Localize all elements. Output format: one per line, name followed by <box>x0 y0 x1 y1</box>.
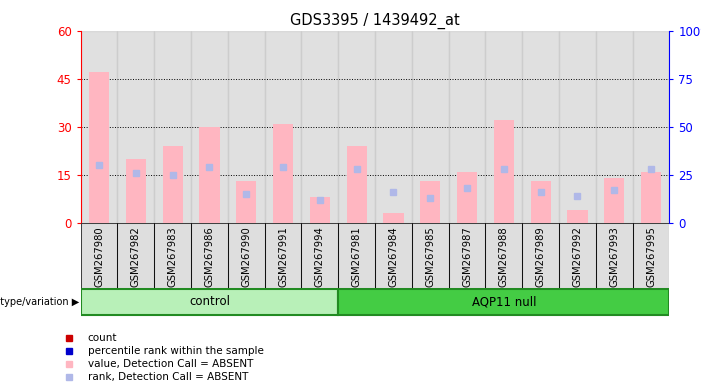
Bar <box>596 223 632 288</box>
Bar <box>449 223 485 288</box>
Bar <box>412 223 449 288</box>
Text: GSM267984: GSM267984 <box>388 226 398 286</box>
Bar <box>567 210 587 223</box>
Bar <box>457 172 477 223</box>
Text: GSM267994: GSM267994 <box>315 226 325 287</box>
Bar <box>265 223 301 288</box>
Text: GSM267980: GSM267980 <box>94 226 104 286</box>
Bar <box>449 31 485 223</box>
Bar <box>449 223 485 288</box>
Bar <box>236 181 257 223</box>
Bar <box>81 223 118 288</box>
Bar <box>596 31 632 223</box>
Bar <box>154 31 191 223</box>
Bar <box>81 289 338 315</box>
Bar <box>641 172 661 223</box>
Text: GSM267993: GSM267993 <box>609 226 619 287</box>
Bar <box>375 223 412 288</box>
Bar <box>154 223 191 288</box>
Bar <box>559 31 596 223</box>
Bar <box>81 223 118 288</box>
Text: GSM267982: GSM267982 <box>131 226 141 287</box>
Bar <box>632 223 669 288</box>
Bar <box>375 31 412 223</box>
Bar <box>265 31 301 223</box>
Title: GDS3395 / 1439492_at: GDS3395 / 1439492_at <box>290 13 460 29</box>
Text: GSM267987: GSM267987 <box>462 226 472 287</box>
Bar <box>338 31 375 223</box>
Bar <box>118 223 154 288</box>
Bar <box>494 120 514 223</box>
Bar <box>301 31 338 223</box>
Bar <box>191 223 228 288</box>
Text: percentile rank within the sample: percentile rank within the sample <box>88 346 264 356</box>
Bar <box>420 181 440 223</box>
Text: value, Detection Call = ABSENT: value, Detection Call = ABSENT <box>88 359 253 369</box>
Bar <box>522 31 559 223</box>
Text: GSM267995: GSM267995 <box>646 226 656 287</box>
Bar <box>485 31 522 223</box>
Bar <box>596 223 632 288</box>
Text: GSM267983: GSM267983 <box>168 226 177 286</box>
Bar <box>412 223 449 288</box>
Bar <box>412 31 449 223</box>
Text: GSM267990: GSM267990 <box>241 226 251 287</box>
Text: GSM267989: GSM267989 <box>536 226 545 287</box>
Bar <box>522 223 559 288</box>
Text: GSM267981: GSM267981 <box>352 226 362 287</box>
Text: GSM267991: GSM267991 <box>278 226 288 287</box>
Text: count: count <box>88 333 117 343</box>
Bar <box>375 223 412 288</box>
Text: GSM267988: GSM267988 <box>499 226 509 286</box>
Bar <box>89 72 109 223</box>
Text: control: control <box>189 295 230 308</box>
Bar <box>199 127 219 223</box>
Bar <box>632 31 669 223</box>
Bar <box>485 223 522 288</box>
Bar <box>301 223 338 288</box>
Bar <box>163 146 183 223</box>
Text: GSM267986: GSM267986 <box>205 226 215 287</box>
Bar <box>118 223 154 288</box>
Bar <box>228 223 265 288</box>
Bar <box>154 223 191 288</box>
Bar <box>346 146 367 223</box>
Text: AQP11 null: AQP11 null <box>472 295 536 308</box>
Bar <box>273 124 293 223</box>
Bar <box>265 223 301 288</box>
Text: genotype/variation ▶: genotype/variation ▶ <box>0 297 79 307</box>
Bar <box>383 213 404 223</box>
Bar <box>338 223 375 288</box>
Bar <box>191 31 228 223</box>
Bar <box>522 223 559 288</box>
Bar <box>125 159 146 223</box>
Bar <box>531 181 551 223</box>
Bar <box>338 289 669 315</box>
Text: GSM267985: GSM267985 <box>426 226 435 287</box>
Text: GSM267992: GSM267992 <box>573 226 583 287</box>
Bar <box>228 223 265 288</box>
Bar <box>559 223 596 288</box>
Bar <box>485 223 522 288</box>
Bar <box>604 178 625 223</box>
Bar <box>632 223 669 288</box>
Bar <box>301 223 338 288</box>
Bar <box>559 223 596 288</box>
Bar <box>228 31 265 223</box>
Bar <box>338 223 375 288</box>
Bar <box>81 31 118 223</box>
Bar <box>191 223 228 288</box>
Bar <box>118 31 154 223</box>
Text: rank, Detection Call = ABSENT: rank, Detection Call = ABSENT <box>88 372 248 382</box>
Bar <box>310 197 330 223</box>
